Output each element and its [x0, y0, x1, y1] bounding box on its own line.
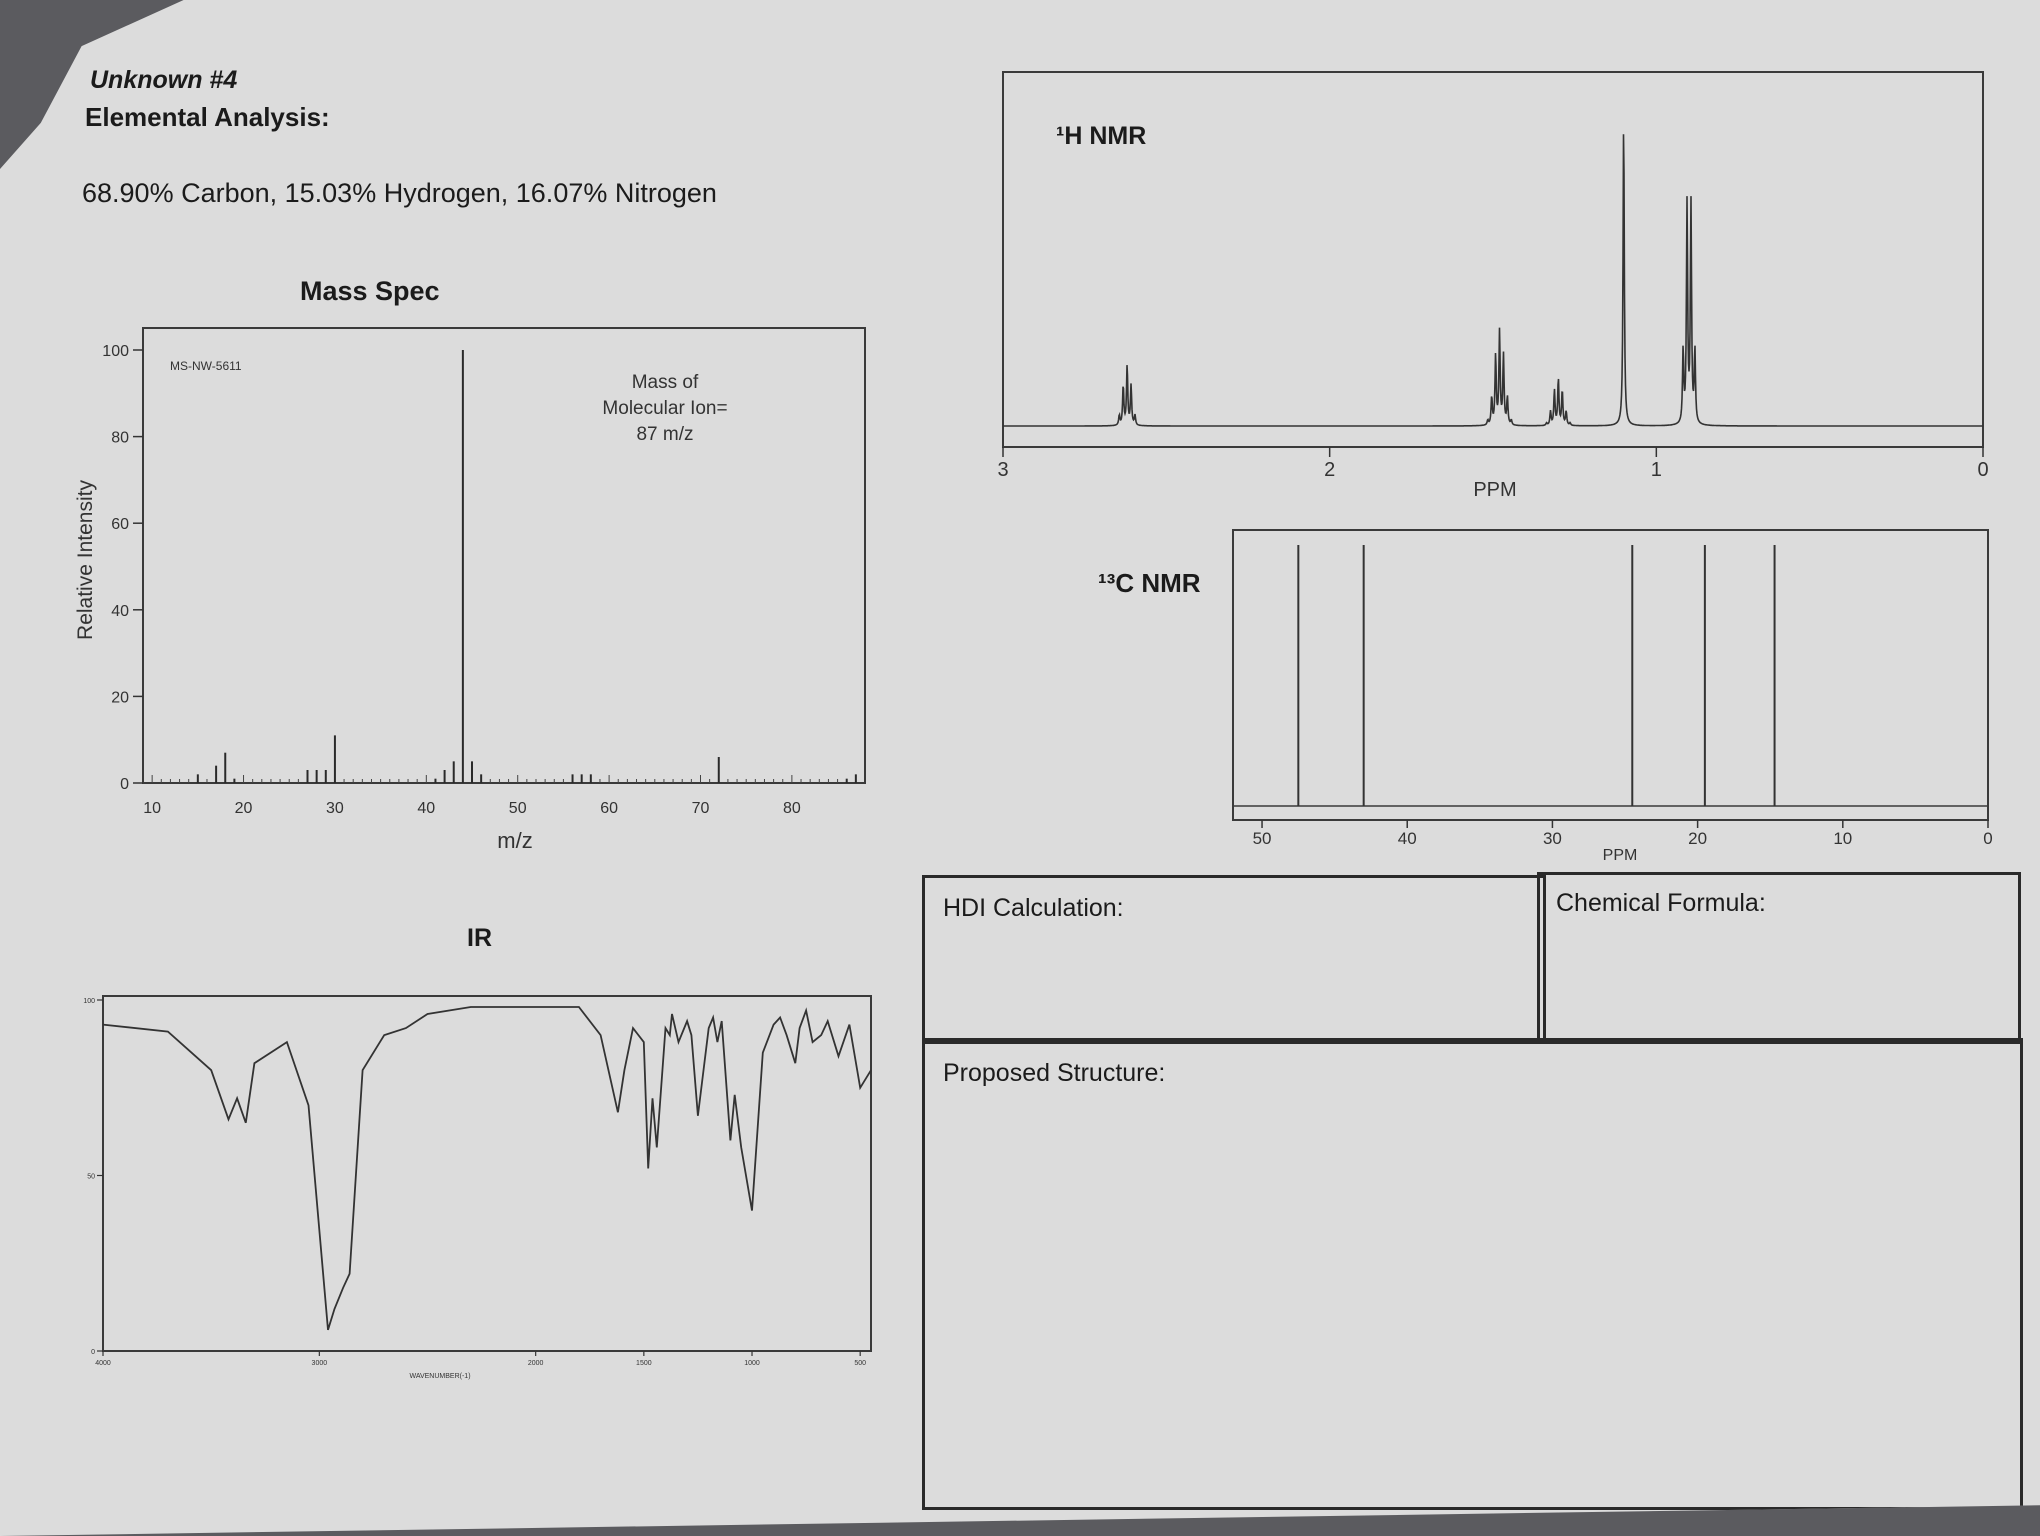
mass-spec-xtick-label: 60	[600, 800, 618, 817]
mass-spec-xtick-label: 10	[143, 800, 161, 817]
ir-xtick-label: 1500	[636, 1360, 652, 1367]
mass-spec-ytick-label: 60	[111, 516, 129, 533]
h-nmr-xlabel: PPM	[1473, 479, 1516, 501]
mass-spec-ytick-label: 80	[111, 430, 129, 447]
h-nmr-tick-label: 2	[1324, 459, 1335, 481]
chemical-formula-label: Chemical Formula:	[1556, 889, 1766, 917]
c-nmr-tick-label: 50	[1253, 829, 1272, 848]
ir-xtick-label: 500	[854, 1360, 866, 1367]
mass-spec-annotation-line2: Molecular Ion=	[602, 398, 727, 419]
mass-spec-frame	[142, 327, 866, 784]
proposed-structure-box[interactable]: Proposed Structure:	[922, 1038, 2023, 1510]
ir-xtick-label: 4000	[95, 1360, 111, 1367]
ir-frame	[102, 995, 872, 1352]
mass-spec-title: Mass Spec	[300, 276, 440, 306]
unknown-number: Unknown #4	[90, 66, 238, 94]
mass-spec-xtick-label: 40	[417, 800, 435, 817]
ir-title: IR	[467, 924, 492, 952]
c-nmr-frame	[1232, 529, 1989, 821]
ir-spectrum-trace	[102, 1006, 872, 1331]
ir-xtick-label: 2000	[528, 1360, 544, 1367]
mass-spec-xtick-label: 50	[509, 800, 527, 817]
mass-spec-xtick-label: 20	[235, 800, 253, 817]
h-nmr-tick-label: 0	[1977, 459, 1988, 481]
hdi-calculation-label: HDI Calculation:	[943, 894, 1124, 922]
mass-spec-code: MS-NW-5611	[170, 359, 242, 373]
c-nmr-tick-label: 20	[1688, 829, 1707, 848]
h-nmr-tick-label: 3	[997, 459, 1008, 481]
ir-ytick-label: 0	[91, 1349, 95, 1356]
c-nmr-tick-label: 10	[1833, 829, 1852, 848]
mass-spec-ytick-label: 0	[120, 776, 129, 793]
mass-spec-ytick-label: 40	[111, 603, 129, 620]
c-nmr-xlabel: PPM	[1603, 847, 1638, 864]
mass-spec-xlabel: m/z	[497, 828, 532, 853]
c-nmr-tick-label: 40	[1398, 829, 1417, 848]
h-nmr-spectrum-trace	[1003, 134, 1983, 427]
elemental-analysis-title: Elemental Analysis:	[85, 102, 330, 132]
ir-ytick-label: 50	[87, 1174, 95, 1181]
mass-spec-xtick-label: 80	[783, 800, 801, 817]
h-nmr-title: ¹H NMR	[1056, 122, 1147, 150]
h-nmr-tick-label: 1	[1651, 459, 1662, 481]
c-nmr-tick-label: 30	[1543, 829, 1562, 848]
proposed-structure-label: Proposed Structure:	[943, 1059, 1166, 1087]
chemical-formula-box[interactable]: Chemical Formula:	[1537, 872, 2021, 1044]
ir-xtick-label: 3000	[312, 1360, 328, 1367]
mass-spec-ytick-label: 20	[111, 689, 129, 706]
elemental-composition: 68.90% Carbon, 15.03% Hydrogen, 16.07% N…	[82, 178, 717, 208]
ir-xlabel: WAVENUMBER(-1)	[409, 1373, 470, 1380]
mass-spec-ytick-label: 100	[102, 343, 129, 360]
c-nmr-title: ¹³C NMR	[1098, 568, 1201, 598]
ir-ytick-label: 100	[83, 998, 95, 1005]
mass-spec-ylabel: Relative Intensity	[74, 480, 97, 640]
hdi-calculation-box[interactable]: HDI Calculation:	[922, 875, 1546, 1044]
c-nmr-tick-label: 0	[1983, 829, 1992, 848]
h-nmr-frame	[1002, 71, 1984, 448]
ir-xtick-label: 1000	[744, 1360, 760, 1367]
mass-spec-annotation-line3: 87 m/z	[636, 424, 693, 445]
mass-spec-xtick-label: 30	[326, 800, 344, 817]
mass-spec-annotation-line1: Mass of	[632, 372, 699, 393]
mass-spec-xtick-label: 70	[692, 800, 710, 817]
